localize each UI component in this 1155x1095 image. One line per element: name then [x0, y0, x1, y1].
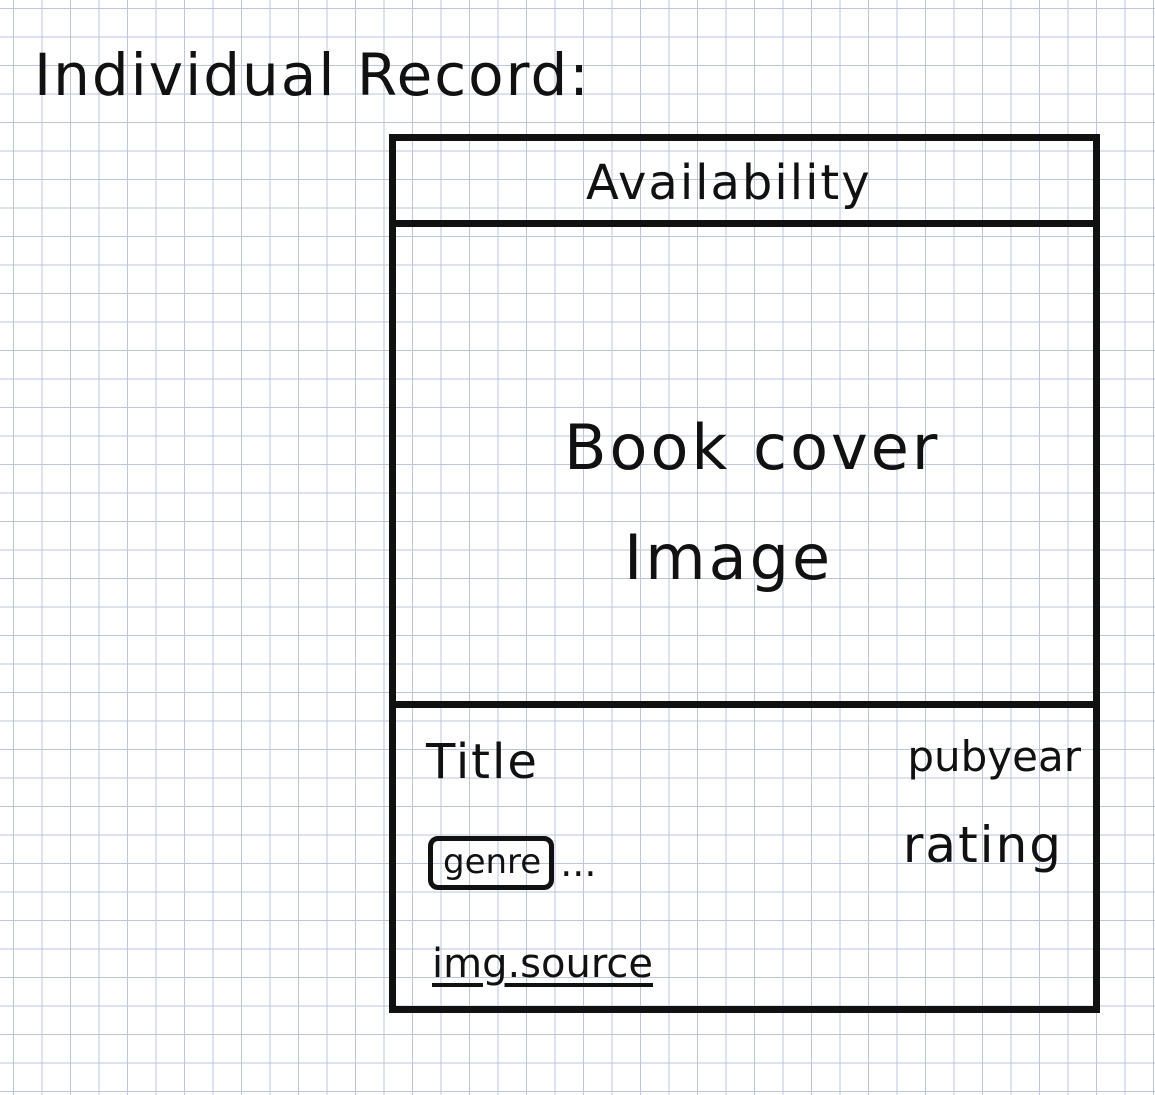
book-cover-image[interactable]: Book cover Image — [396, 227, 1093, 708]
book-title: Title — [426, 734, 539, 790]
availability-label: Availability — [586, 155, 872, 211]
record-card[interactable]: Availability Book cover Image Title puby… — [389, 134, 1100, 1013]
record-info: Title pubyear genre ... rating img.sourc… — [396, 708, 1093, 1013]
publication-year: pubyear — [907, 732, 1081, 781]
cover-placeholder-line1: Book cover — [564, 411, 941, 484]
availability-bar: Availability — [396, 141, 1093, 227]
genre-list: genre ... — [428, 836, 596, 890]
genre-more: ... — [560, 841, 597, 885]
page-heading: Individual Record: — [34, 41, 591, 109]
genre-tag[interactable]: genre — [428, 836, 555, 890]
cover-placeholder-line2: Image — [624, 521, 834, 594]
book-rating: rating — [902, 816, 1063, 874]
image-source-link[interactable]: img.source — [432, 941, 654, 987]
